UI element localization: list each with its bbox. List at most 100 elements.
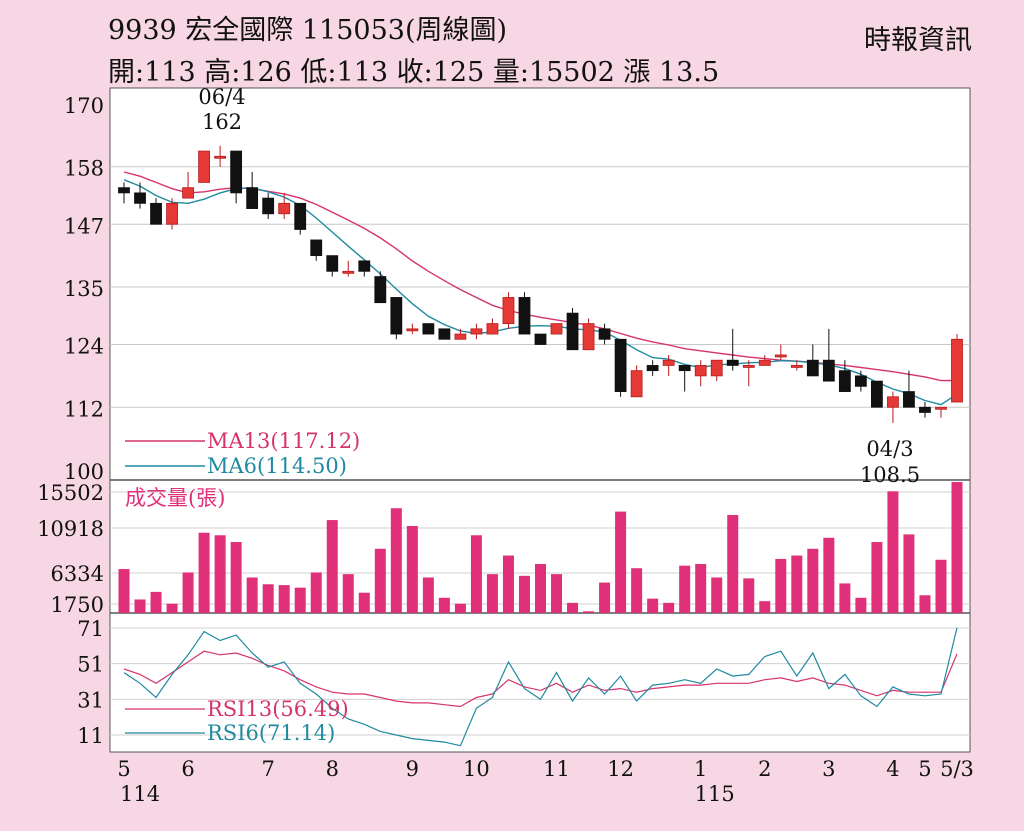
volume-bar [727,514,739,613]
volume-bar [518,575,530,613]
rsi13-legend-label: RSI13(56.49) [207,697,349,721]
candle [710,359,723,377]
x-month-label: 3 [822,757,835,781]
volume-bar [422,577,434,613]
x-month-label: 1 [694,757,707,781]
price-tick-label: 112 [64,397,104,421]
volume-bar [310,572,322,613]
volume-bar [695,563,707,613]
volume-bar [759,601,771,613]
rsi-tick-label: 71 [77,617,104,641]
rsi6-line [123,627,958,747]
candle [534,333,547,345]
volume-title: 成交量(張) [125,486,225,510]
rsi-tick-label: 11 [77,724,104,748]
volume-bar [887,491,899,613]
candle [694,365,707,377]
volume-bar [438,597,450,613]
volume-bar [486,574,498,613]
volume-bar [358,592,370,613]
high-value-label: 162 [202,110,242,134]
candle [310,239,323,257]
volume-bar [615,511,627,613]
volume-bar [374,548,386,613]
volume-tick-label: 6334 [51,562,104,586]
rsi-tick-label: 51 [77,653,104,677]
volume-bar [535,563,546,613]
volume-bar [502,555,514,613]
candle [582,323,595,351]
volume-bar [823,537,835,613]
volume-bar [262,584,274,613]
candle [518,297,531,335]
rsi-tick-label: 31 [77,688,104,712]
high-date-label: 06/4 [198,85,245,109]
low-value-label: 108.5 [860,463,920,487]
x-month-label: 9 [406,757,419,781]
candle [294,202,307,230]
volume-bar [230,542,242,613]
x-month-label: 4 [886,757,899,781]
volume-bar [663,602,675,613]
candle [278,202,291,215]
volume-bar [935,559,947,613]
price-tick-label: 135 [64,277,104,301]
volume-bar [198,532,210,613]
x-month-label: 6 [181,757,194,781]
candle [678,365,691,372]
volume-bar [470,535,482,613]
volume-bar [903,534,915,613]
price-stats: 開:113 高:126 低:113 收:125 量:15502 漲 13.5 [108,57,720,88]
candle [742,365,755,368]
volume-bar [743,578,755,613]
candle [134,192,146,204]
x-month-label: 2 [758,757,771,781]
candle [822,359,835,382]
candle [662,359,675,366]
candle [550,323,563,335]
volume-bar [390,508,402,613]
volume-bar [278,585,290,613]
volume-bar [599,582,611,613]
candle [214,155,227,159]
candle [198,150,210,183]
volume-bar [647,598,659,613]
volume-tick-label: 10918 [37,517,104,541]
volume-bar [150,591,162,613]
volume-bar [326,520,338,613]
candle [470,328,483,335]
candle [150,202,162,225]
price-tick-label: 158 [64,157,104,181]
rsi6-legend-label: RSI6(71.14) [207,721,335,745]
price-tick-label: 100 [64,460,104,484]
candle [230,150,243,194]
volume-bar [342,574,354,613]
x-month-label: 11 [543,757,570,781]
candle [646,365,659,372]
candle [422,323,435,335]
price-tick-label: 124 [64,335,104,359]
volume-bar [775,558,787,613]
x-month-label: 5/3 [940,757,974,781]
volume-bar [294,587,306,613]
candle [486,323,499,335]
candle [390,297,403,335]
volume-bar [807,548,819,613]
volume-bar [839,583,851,613]
volume-bar [711,577,723,613]
x-month-label: 10 [463,757,490,781]
volume-bar [583,611,595,613]
candle [374,276,387,304]
volume-bar [246,577,258,613]
candle [806,359,819,377]
volume-bar [118,569,130,613]
candle [566,312,579,351]
candle [887,396,899,408]
candle [758,359,771,366]
candle [871,380,883,408]
candle [630,370,643,398]
candle [726,359,739,366]
price-tick-label: 147 [64,214,104,238]
candle [182,187,194,199]
